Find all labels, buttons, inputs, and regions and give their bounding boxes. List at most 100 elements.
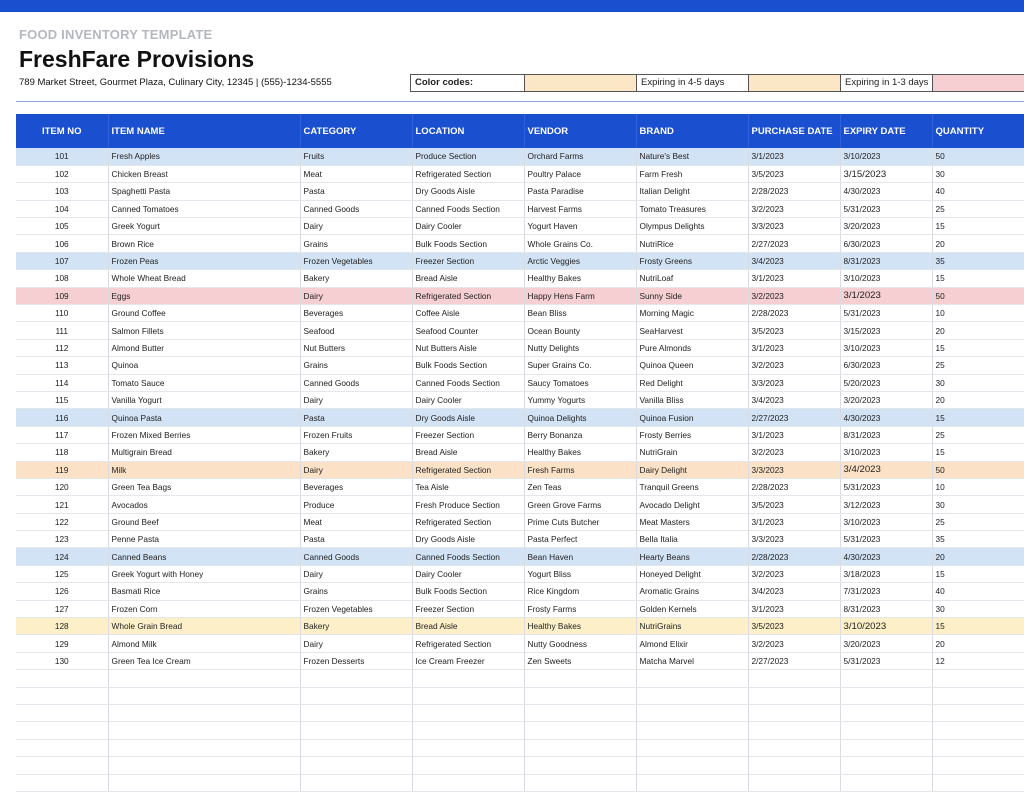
cell-quantity[interactable]: 20: [932, 234, 1024, 253]
empty-cell[interactable]: [300, 756, 413, 775]
empty-cell[interactable]: [300, 721, 413, 740]
cell-purchase-date[interactable]: 2/28/2023: [748, 547, 841, 566]
empty-cell[interactable]: [748, 756, 841, 775]
cell-location[interactable]: Canned Foods Section: [412, 200, 525, 219]
cell-purchase-date[interactable]: 3/2/2023: [748, 634, 841, 653]
cell-location[interactable]: Seafood Counter: [412, 321, 525, 340]
cell-purchase-date[interactable]: 3/1/2023: [748, 339, 841, 358]
cell-category[interactable]: Frozen Vegetables: [300, 252, 413, 271]
empty-cell[interactable]: [932, 721, 1024, 740]
cell-brand[interactable]: Farm Fresh: [636, 165, 749, 184]
empty-cell[interactable]: [300, 774, 413, 792]
cell-location[interactable]: Bread Aisle: [412, 443, 525, 462]
cell-category[interactable]: Pasta: [300, 408, 413, 427]
empty-cell[interactable]: [108, 756, 301, 775]
cell-vendor[interactable]: Healthy Bakes: [524, 443, 637, 462]
col-header-location[interactable]: LOCATION: [412, 114, 525, 148]
empty-cell[interactable]: [108, 687, 301, 706]
cell-quantity[interactable]: 30: [932, 600, 1024, 619]
cell-item-name[interactable]: Whole Grain Bread: [108, 617, 301, 636]
cell-quantity[interactable]: 50: [932, 287, 1024, 306]
cell-brand[interactable]: Almond Elixir: [636, 634, 749, 653]
cell-item-no[interactable]: 126: [16, 582, 109, 601]
cell-vendor[interactable]: Healthy Bakes: [524, 269, 637, 288]
table-row[interactable]: 111 Salmon Fillets Seafood Seafood Counter O…: [16, 321, 1024, 340]
cell-location[interactable]: Coffee Aisle: [412, 304, 525, 323]
cell-expiry-date[interactable]: 6/30/2023: [840, 356, 933, 375]
cell-item-no[interactable]: 112: [16, 339, 109, 358]
cell-expiry-date[interactable]: 3/15/2023: [840, 321, 933, 340]
table-row[interactable]: 118 Multigrain Bread Bakery Bread Aisle Heal…: [16, 443, 1024, 462]
empty-cell[interactable]: [300, 687, 413, 706]
cell-quantity[interactable]: 50: [932, 461, 1024, 479]
cell-item-name[interactable]: Almond Milk: [108, 634, 301, 653]
cell-item-name[interactable]: Whole Wheat Bread: [108, 269, 301, 288]
cell-vendor[interactable]: Arctic Veggies: [524, 252, 637, 271]
empty-cell[interactable]: [524, 687, 637, 706]
cell-quantity[interactable]: 25: [932, 200, 1024, 219]
cell-expiry-date[interactable]: 5/31/2023: [840, 478, 933, 497]
cell-expiry-date[interactable]: 3/10/2023: [840, 269, 933, 288]
cell-purchase-date[interactable]: 3/4/2023: [748, 582, 841, 601]
cell-purchase-date[interactable]: 3/5/2023: [748, 165, 841, 184]
table-row[interactable]: 125 Greek Yogurt with Honey Dairy Dairy Coo…: [16, 565, 1024, 584]
cell-expiry-date[interactable]: 5/31/2023: [840, 200, 933, 219]
cell-vendor[interactable]: Pasta Paradise: [524, 182, 637, 201]
cell-category[interactable]: Canned Goods: [300, 374, 413, 392]
empty-cell[interactable]: [412, 687, 525, 706]
cell-brand[interactable]: NutriGrains: [636, 617, 749, 636]
cell-item-no[interactable]: 115: [16, 391, 109, 410]
cell-expiry-date[interactable]: 6/30/2023: [840, 234, 933, 253]
cell-expiry-date[interactable]: 8/31/2023: [840, 426, 933, 445]
empty-cell[interactable]: [108, 774, 301, 792]
cell-quantity[interactable]: 15: [932, 217, 1024, 236]
cell-brand[interactable]: Tomato Treasures: [636, 200, 749, 219]
cell-brand[interactable]: Tranquil Greens: [636, 478, 749, 497]
cell-quantity[interactable]: 30: [932, 165, 1024, 184]
cell-item-no[interactable]: 130: [16, 652, 109, 671]
cell-location[interactable]: Bread Aisle: [412, 617, 525, 636]
cell-item-name[interactable]: Fresh Apples: [108, 148, 301, 166]
empty-row[interactable]: [16, 721, 1024, 740]
cell-item-name[interactable]: Green Tea Bags: [108, 478, 301, 497]
empty-cell[interactable]: [748, 704, 841, 723]
cell-quantity[interactable]: 40: [932, 182, 1024, 201]
cell-location[interactable]: Bulk Foods Section: [412, 234, 525, 253]
cell-item-no[interactable]: 121: [16, 495, 109, 514]
cell-item-name[interactable]: Greek Yogurt: [108, 217, 301, 236]
cell-quantity[interactable]: 35: [932, 530, 1024, 549]
cell-category[interactable]: Pasta: [300, 530, 413, 549]
cell-purchase-date[interactable]: 3/4/2023: [748, 391, 841, 410]
empty-cell[interactable]: [108, 704, 301, 723]
cell-location[interactable]: Freezer Section: [412, 600, 525, 619]
cell-vendor[interactable]: Rice Kingdom: [524, 582, 637, 601]
cell-quantity[interactable]: 15: [932, 617, 1024, 636]
cell-location[interactable]: Tea Aisle: [412, 478, 525, 497]
cell-category[interactable]: Bakery: [300, 617, 413, 636]
empty-cell[interactable]: [748, 721, 841, 740]
cell-category[interactable]: Bakery: [300, 443, 413, 462]
cell-category[interactable]: Grains: [300, 356, 413, 375]
empty-cell[interactable]: [16, 669, 109, 688]
cell-item-name[interactable]: Frozen Peas: [108, 252, 301, 271]
cell-location[interactable]: Dairy Cooler: [412, 391, 525, 410]
cell-quantity[interactable]: 15: [932, 269, 1024, 288]
cell-quantity[interactable]: 35: [932, 252, 1024, 271]
empty-row[interactable]: [16, 704, 1024, 723]
cell-expiry-date[interactable]: 5/31/2023: [840, 652, 933, 671]
empty-cell[interactable]: [932, 756, 1024, 775]
empty-cell[interactable]: [636, 687, 749, 706]
cell-quantity[interactable]: 30: [932, 374, 1024, 392]
table-row[interactable]: 108 Whole Wheat Bread Bakery Bread Aisle Hea…: [16, 269, 1024, 288]
table-row[interactable]: 109 Eggs Dairy Refrigerated Section Happy He…: [16, 287, 1024, 306]
cell-location[interactable]: Refrigerated Section: [412, 461, 525, 479]
empty-cell[interactable]: [16, 756, 109, 775]
col-header-brand[interactable]: BRAND: [636, 114, 749, 148]
cell-expiry-date[interactable]: 3/10/2023: [840, 513, 933, 532]
cell-brand[interactable]: Italian Delight: [636, 182, 749, 201]
empty-cell[interactable]: [932, 669, 1024, 688]
cell-brand[interactable]: Dairy Delight: [636, 461, 749, 479]
empty-cell[interactable]: [840, 687, 933, 706]
empty-cell[interactable]: [412, 669, 525, 688]
table-row[interactable]: 121 Avocados Produce Fresh Produce Section G…: [16, 495, 1024, 514]
